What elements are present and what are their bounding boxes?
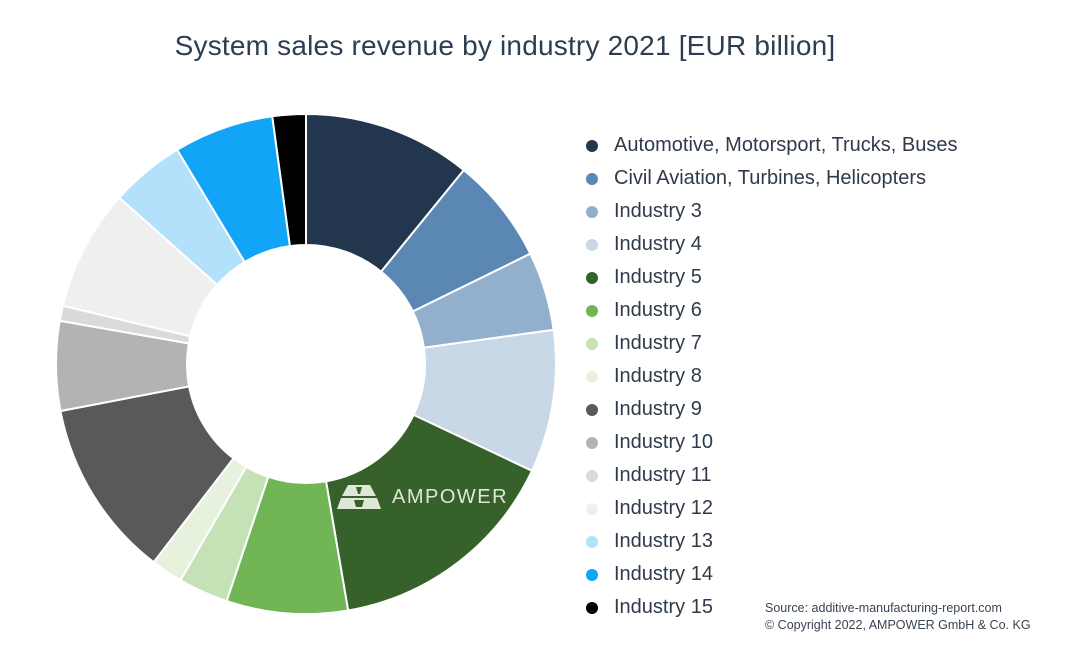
copyright-line: © Copyright 2022, AMPOWER GmbH & Co. KG (765, 618, 1031, 632)
legend-marker (586, 139, 598, 152)
legend-marker (586, 172, 598, 185)
legend-item-9: Industry 9 (586, 393, 957, 426)
legend-label: Industry 4 (614, 233, 702, 255)
ampower-logo-icon (337, 485, 381, 509)
legend-item-10: Industry 10 (586, 426, 957, 459)
donut-slice-15 (271, 112, 307, 248)
legend-label: Automotive, Motorsport, Trucks, Buses (614, 134, 958, 156)
watermark-text: AMPOWER (392, 485, 509, 508)
legend-label: Industry 12 (614, 497, 713, 519)
legend-marker (586, 601, 598, 614)
source-note: Source: additive-manufacturing-report.co… (765, 600, 1031, 634)
legend-item-13: Industry 13 (586, 525, 957, 558)
donut-chart (55, 112, 557, 615)
legend-marker (586, 502, 598, 515)
legend-item-11: Industry 11 (586, 459, 957, 492)
chart-title: System sales revenue by industry 2021 [E… (174, 30, 836, 61)
legend-item-2: Civil Aviation, Turbines, Helicopters (586, 162, 957, 195)
legend-marker (586, 469, 598, 482)
legend-label: Industry 6 (614, 299, 702, 321)
legend-marker (586, 535, 598, 548)
legend-marker (586, 568, 598, 581)
source-line: Source: additive-manufacturing-report.co… (765, 601, 1002, 615)
legend-label: Industry 14 (614, 563, 713, 585)
legend-item-1: Automotive, Motorsport, Trucks, Buses (586, 129, 957, 162)
donut-slice-5 (324, 413, 534, 612)
legend-item-7: Industry 7 (586, 327, 957, 360)
legend: Automotive, Motorsport, Trucks, Buses Civ… (586, 129, 957, 624)
legend-label: Industry 10 (614, 431, 713, 453)
legend-item-5: Industry 5 (586, 261, 957, 294)
legend-item-14: Industry 14 (586, 558, 957, 591)
legend-item-3: Industry 3 (586, 195, 957, 228)
legend-item-12: Industry 12 (586, 492, 957, 525)
legend-item-6: Industry 6 (586, 294, 957, 327)
legend-label: Industry 3 (614, 200, 702, 222)
legend-label: Civil Aviation, Turbines, Helicopters (614, 167, 926, 189)
legend-marker (586, 370, 598, 383)
legend-marker (586, 436, 598, 449)
legend-label: Industry 15 (614, 596, 713, 618)
legend-marker (586, 403, 598, 416)
legend-label: Industry 13 (614, 530, 713, 552)
legend-item-15: Industry 15 (586, 591, 957, 624)
legend-item-4: Industry 4 (586, 228, 957, 261)
legend-marker (586, 337, 598, 350)
legend-marker (586, 271, 598, 284)
legend-label: Industry 9 (614, 398, 702, 420)
legend-marker (586, 205, 598, 218)
ampower-watermark: AMPOWER (336, 484, 508, 510)
legend-item-8: Industry 8 (586, 360, 957, 393)
legend-label: Industry 5 (614, 266, 702, 288)
legend-marker (586, 238, 598, 251)
legend-label: Industry 11 (614, 464, 712, 486)
legend-marker (586, 304, 598, 317)
legend-label: Industry 7 (614, 332, 702, 354)
legend-label: Industry 8 (614, 365, 702, 387)
